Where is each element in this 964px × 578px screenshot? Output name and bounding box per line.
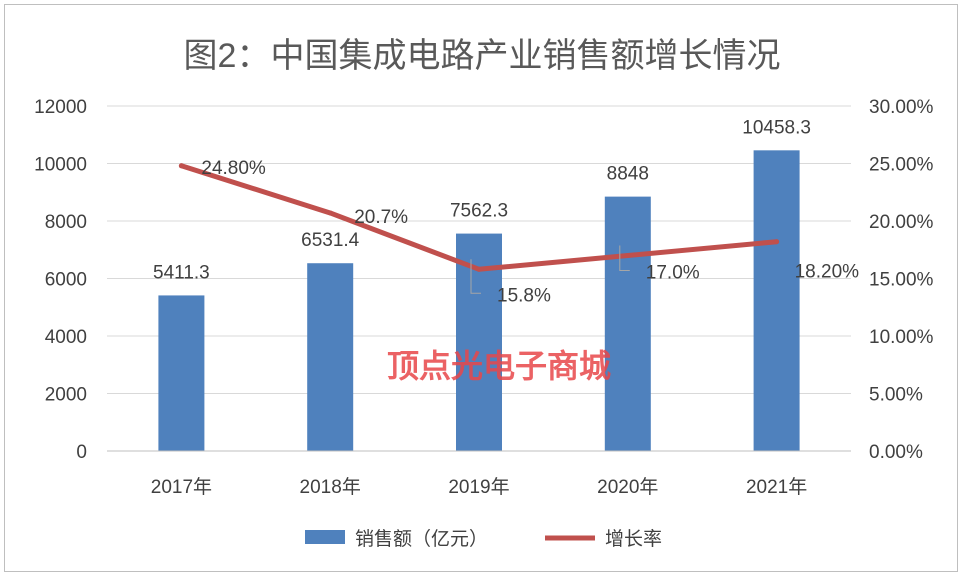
bar-layer [158,150,800,452]
y-left-tick-label: 6000 [45,270,87,291]
y-right-tick-label: 5.00% [869,385,923,406]
chart-svg: 图2：中国集成电路产业销售额增长情况 5411.3 6531.4 7562.3 884… [34,37,933,550]
y-right-tick-label: 15.00% [869,270,934,291]
y-left-tick-label: 0 [76,442,87,463]
axis-layer: 0 2000 4000 6000 8000 10000 12000 0.00% 5.00% 10.… [34,97,933,498]
x-tick-label: 2018年 [300,476,361,498]
bar-data-label: 10458.3 [742,117,811,138]
x-tick-label: 2021年 [746,476,807,498]
y-right-tick-label: 25.00% [869,155,934,176]
chart-title: 图2：中国集成电路产业销售额增长情况 [184,37,781,75]
bar-data-label: 5411.3 [153,262,210,283]
growth-rate-point [476,266,482,272]
x-tick-label: 2019年 [448,476,509,498]
chart-frame: 图2：中国集成电路产业销售额增长情况 5411.3 6531.4 7562.3 884… [4,4,958,572]
legend-label-sales: 销售额（亿元） [355,528,488,550]
bar-data-label: 6531.4 [301,230,360,251]
growth-rate-point [178,163,184,169]
y-right-tick-label: 0.00% [869,442,923,463]
bar [158,295,205,451]
bar [307,263,354,451]
y-left-tick-label: 12000 [34,97,87,118]
line-label-leader [470,259,481,294]
bar-data-label: 7562.3 [450,201,508,222]
x-tick-label: 2020年 [597,476,658,498]
watermark-text: 顶点光电子商城 [387,348,611,384]
x-tick-label: 2017年 [151,476,212,498]
line-data-label: 18.20% [795,262,860,283]
y-right-tick-label: 30.00% [869,97,934,118]
growth-rate-point [774,239,780,245]
legend-label-growth: 增长率 [605,528,662,550]
line-data-label: 24.80% [201,158,266,179]
legend-swatch-sales [305,530,345,544]
line-label-leader [619,245,630,271]
line-data-label: 17.0% [646,263,700,284]
bar [753,150,800,452]
y-left-tick-label: 2000 [45,385,87,406]
line-layer [178,163,780,272]
y-left-tick-label: 10000 [34,155,87,176]
growth-rate-point [327,210,333,216]
legend: 销售额（亿元） 增长率 [305,528,662,550]
y-right-tick-label: 20.00% [869,212,934,233]
y-left-tick-label: 8000 [45,212,87,233]
y-left-tick-label: 4000 [45,327,87,348]
line-data-label: 20.7% [354,207,408,228]
bar-data-label: 8848 [607,164,649,185]
y-right-tick-label: 10.00% [869,327,934,348]
label-layer: 5411.3 6531.4 7562.3 8848 10458.3 24.80% 20.7%… [153,117,859,306]
growth-rate-point [625,253,631,258]
line-data-label: 15.8% [497,285,551,306]
bar [604,196,651,451]
